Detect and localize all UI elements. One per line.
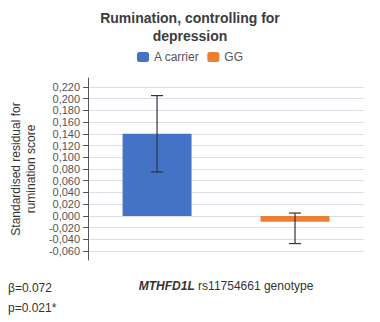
svg-text:MTHFD1L: MTHFD1L <box>139 279 195 293</box>
svg-text:-0,040: -0,040 <box>49 233 80 245</box>
svg-text:0,080: 0,080 <box>53 163 81 175</box>
svg-text:0,200: 0,200 <box>53 93 81 105</box>
svg-text:Rumination, controlling for: Rumination, controlling for <box>100 10 280 26</box>
svg-text:depression: depression <box>153 28 228 44</box>
svg-text:0,000: 0,000 <box>53 210 81 222</box>
svg-text:0,040: 0,040 <box>53 186 81 198</box>
svg-text:0,120: 0,120 <box>53 140 81 152</box>
svg-text:0,180: 0,180 <box>53 104 81 116</box>
svg-text:β=0.072: β=0.072 <box>8 281 52 295</box>
svg-text:rumination score: rumination score <box>24 124 38 213</box>
svg-text:Standardised residual for: Standardised residual for <box>9 102 23 235</box>
svg-text:A carrier: A carrier <box>154 50 199 64</box>
svg-text:0,060: 0,060 <box>53 175 81 187</box>
svg-text:0,100: 0,100 <box>53 151 81 163</box>
svg-text:p=0.021*: p=0.021* <box>8 301 57 315</box>
svg-text:0,140: 0,140 <box>53 128 81 140</box>
svg-text:-0,020: -0,020 <box>49 222 80 234</box>
svg-text:GG: GG <box>224 50 243 64</box>
svg-text:-0,060: -0,060 <box>49 245 80 257</box>
svg-text:0,020: 0,020 <box>53 198 81 210</box>
svg-text:0,220: 0,220 <box>53 81 81 93</box>
svg-text:0,160: 0,160 <box>53 116 81 128</box>
svg-text:rs11754661 genotype: rs11754661 genotype <box>195 279 314 293</box>
